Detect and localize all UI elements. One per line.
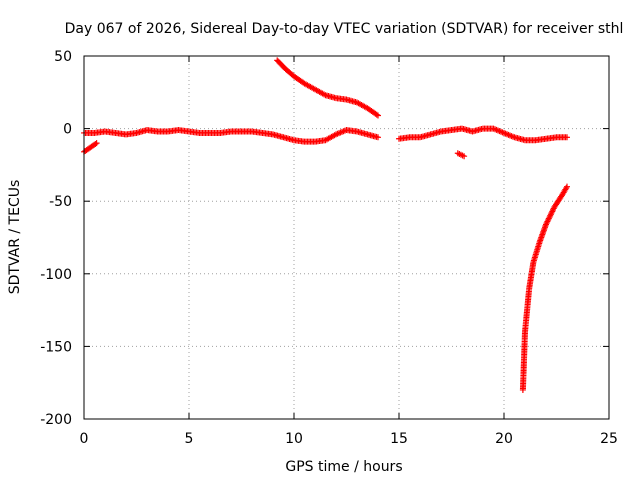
- y-tick-label: -50: [49, 194, 72, 210]
- x-tick-label: 15: [390, 431, 408, 447]
- plot-frame: [83, 55, 610, 420]
- data-point: [375, 134, 381, 141]
- data-layer: [81, 57, 570, 393]
- y-tick-label: -200: [40, 412, 72, 428]
- data-point: [461, 153, 468, 160]
- x-tick-label: 25: [600, 431, 618, 447]
- x-tick-label: 20: [495, 431, 513, 447]
- x-axis-label: GPS time / hours: [285, 459, 402, 475]
- data-point: [373, 111, 380, 118]
- data-point: [92, 140, 99, 147]
- data-point: [375, 112, 381, 119]
- grid-layer: [84, 56, 609, 419]
- y-axis-label: SDTVAR / TECUs: [7, 180, 23, 295]
- y-tick-label: -150: [40, 339, 72, 355]
- data-point: [93, 140, 100, 147]
- x-tick-label: 0: [80, 431, 89, 447]
- data-point: [564, 134, 570, 141]
- y-tick-label: 0: [63, 122, 72, 138]
- tick-layer: 0 5 10 15 20 25 -200 -150 -100 -50 0 50: [40, 49, 618, 447]
- data-point: [564, 183, 570, 190]
- x-tick-label: 10: [285, 431, 303, 447]
- chart-title: Day 067 of 2026, Sidereal Day-to-day VTE…: [65, 21, 624, 37]
- y-tick-label: 50: [54, 49, 72, 65]
- x-tick-label: 5: [185, 431, 194, 447]
- y-tick-label: -100: [40, 267, 72, 283]
